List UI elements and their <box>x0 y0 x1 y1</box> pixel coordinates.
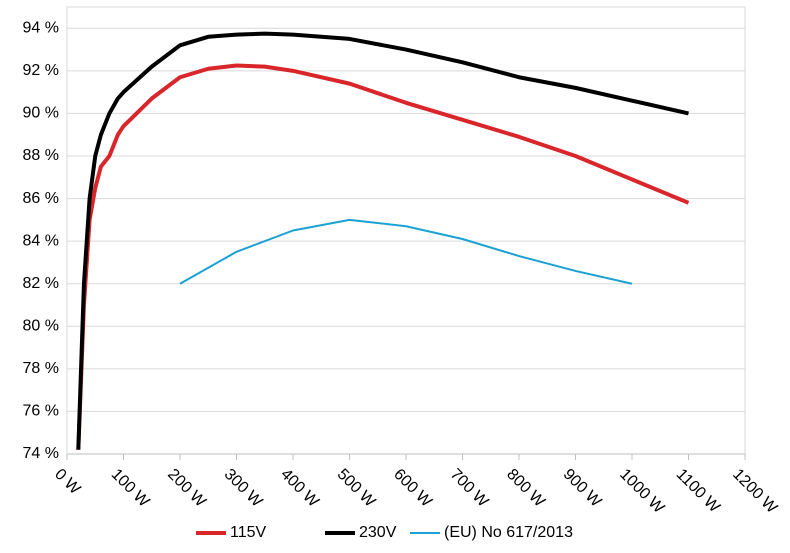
y-tick-label: 90 % <box>23 105 59 122</box>
legend-label: 230V <box>359 524 397 541</box>
y-tick-label: 78 % <box>23 360 59 377</box>
x-tick-label: 600 W <box>390 466 435 511</box>
y-tick-label: 82 % <box>23 275 59 292</box>
series-line <box>76 31 689 450</box>
y-tick-label: 88 % <box>23 147 59 164</box>
x-tick-label: 1200 W <box>729 466 781 518</box>
y-tick-label: 74 % <box>23 445 59 462</box>
series-line <box>179 218 633 285</box>
x-tick-label: 500 W <box>334 466 379 511</box>
y-tick-label: 86 % <box>23 190 59 207</box>
x-tick-label: 900 W <box>560 466 605 511</box>
x-tick-label: 100 W <box>108 466 153 511</box>
x-tick-label: 1000 W <box>616 466 668 518</box>
y-tick-label: 76 % <box>23 403 59 420</box>
x-tick-label: 400 W <box>277 466 322 511</box>
x-tick-label: 800 W <box>503 466 548 511</box>
series-line <box>76 63 690 450</box>
x-tick-label: 700 W <box>447 466 492 511</box>
y-tick-label: 84 % <box>23 232 59 249</box>
y-tick-label: 80 % <box>23 318 59 335</box>
plot-border <box>66 6 746 455</box>
x-tick-label: 200 W <box>164 466 209 511</box>
legend-label: 115V <box>230 524 267 541</box>
y-tick-label: 92 % <box>23 62 59 79</box>
x-tick-label: 1100 W <box>673 466 724 517</box>
x-tick-label: 300 W <box>221 466 266 511</box>
legend-label: (EU) No 617/2013 <box>444 524 573 541</box>
x-tick-label: 0 W <box>51 466 84 499</box>
y-tick-label: 94 % <box>23 20 59 37</box>
